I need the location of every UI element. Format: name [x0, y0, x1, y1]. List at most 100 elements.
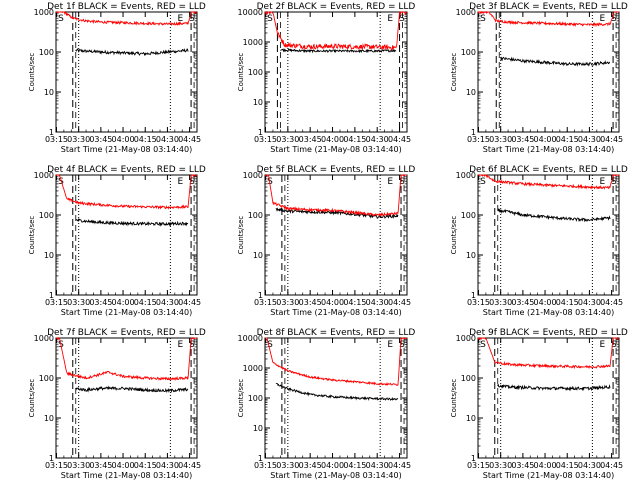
region-marker-e: E [600, 177, 606, 187]
x-axis-title: Start Time (21-May-08 03:14:40) [483, 308, 614, 317]
y-tick-label: 10000 [238, 334, 263, 343]
lld-series-line [56, 337, 197, 382]
panel-title: Det 9f BLACK = Events, RED = LLD [469, 328, 628, 338]
x-tick-label: 03:30 [276, 461, 299, 470]
x-tick-label: 04:00 [321, 461, 344, 470]
x-axis-title: Start Time (21-May-08 03:14:40) [270, 145, 401, 154]
events-series-line [280, 47, 397, 54]
y-axis-title: Counts/sec [28, 216, 36, 255]
region-marker-s: S [399, 14, 405, 24]
detector-panel-3: Det 3f BLACK = Events, RED = LLD 1 10 100 10… [450, 2, 628, 154]
y-axis-title: Counts/sec [237, 53, 245, 92]
x-tick-label: 04:00 [112, 461, 135, 470]
x-axis-title: Start Time (21-May-08 03:14:40) [483, 145, 614, 154]
x-tick-label: 04:45 [600, 298, 623, 307]
y-tick-label: 1 [49, 454, 54, 463]
x-tick-label: 04:45 [388, 135, 411, 144]
x-tick-label: 04:15 [343, 298, 366, 307]
x-tick-label: 03:30 [67, 298, 90, 307]
detector-panel-8: Det 8f BLACK = Events, RED = LLD 1 10 100 10… [237, 328, 415, 480]
x-tick-label: 04:30 [156, 461, 179, 470]
lld-series-line [264, 10, 408, 51]
y-tick-label: 1 [258, 291, 263, 300]
plot-frame [264, 174, 408, 296]
y-tick-label: 1000 [456, 8, 476, 17]
y-tick-label: 100 [461, 374, 476, 383]
y-tick-label: 10 [253, 98, 263, 107]
y-tick-label: 100 [248, 68, 263, 77]
x-tick-label: 03:45 [511, 298, 534, 307]
panel-title: Det 3f BLACK = Events, RED = LLD [469, 2, 628, 12]
y-tick-label: 1000 [456, 171, 476, 180]
region-marker-s: S [189, 14, 195, 24]
y-axis-title: Counts/sec [237, 216, 245, 255]
x-tick-label: 04:15 [556, 461, 579, 470]
x-axis-title: Start Time (21-May-08 03:14:40) [270, 471, 401, 480]
y-tick-label: 100 [248, 211, 263, 220]
x-tick-label: 04:00 [112, 135, 135, 144]
y-tick-label: 1000 [34, 334, 54, 343]
x-tick-label: 04:00 [321, 298, 344, 307]
panel-title: Det 7f BLACK = Events, RED = LLD [47, 328, 206, 338]
x-tick-label: 03:45 [89, 461, 112, 470]
detector-panel-6: Det 6f BLACK = Events, RED = LLD 1 10 100 10… [450, 165, 628, 317]
y-tick-label: 1000 [243, 364, 263, 373]
x-tick-label: 04:45 [600, 135, 623, 144]
y-tick-label: 10000 [238, 8, 263, 17]
y-tick-label: 1000 [456, 334, 476, 343]
lld-series-line [264, 174, 407, 218]
lld-series-line [55, 174, 198, 210]
y-tick-label: 100 [248, 394, 263, 403]
x-tick-label: 04:30 [578, 461, 601, 470]
x-tick-label: 04:15 [134, 135, 157, 144]
y-tick-label: 100 [39, 211, 54, 220]
x-tick-label: 03:15 [254, 298, 277, 307]
y-tick-label: 10 [466, 251, 476, 260]
x-tick-label: 04:00 [321, 135, 344, 144]
lld-series-line [477, 337, 620, 370]
region-marker-e: E [387, 177, 393, 187]
events-series-line [500, 56, 610, 67]
x-tick-label: 04:15 [134, 461, 157, 470]
region-marker-s: S [58, 177, 64, 187]
events-series-line [497, 384, 611, 392]
x-tick-label: 03:30 [67, 135, 90, 144]
detector-panel-1: Det 1f BLACK = Events, RED = LLD 1 10 100 10… [28, 2, 206, 154]
region-marker-s: S [399, 340, 405, 350]
x-tick-label: 04:45 [600, 461, 623, 470]
y-tick-label: 10 [253, 424, 263, 433]
region-marker-e: E [178, 14, 184, 24]
detector-panel-7: Det 7f BLACK = Events, RED = LLD 1 10 100 10… [28, 328, 206, 480]
x-tick-label: 04:30 [156, 135, 179, 144]
y-tick-label: 1000 [243, 38, 263, 47]
region-marker-s: S [611, 340, 617, 350]
region-marker-s: S [480, 14, 486, 24]
detector-panel-2: Det 2f BLACK = Events, RED = LLD 1 10 100 10… [237, 2, 415, 154]
region-marker-s: S [267, 14, 273, 24]
y-tick-label: 1 [471, 291, 476, 300]
plot-frame [55, 11, 198, 133]
lld-series-line [55, 10, 197, 27]
x-tick-label: 04:30 [156, 298, 179, 307]
x-tick-label: 04:30 [366, 461, 389, 470]
detector-panel-5: Det 5f BLACK = Events, RED = LLD 1 10 100 10… [237, 165, 415, 317]
y-tick-label: 10 [44, 414, 54, 423]
region-marker-s: S [189, 177, 195, 187]
events-series-line [275, 382, 399, 401]
region-marker-s: S [611, 14, 617, 24]
events-series-line [497, 207, 611, 223]
y-axis-title: Counts/sec [28, 379, 36, 418]
y-tick-label: 100 [39, 374, 54, 383]
x-tick-label: 03:30 [276, 135, 299, 144]
x-tick-label: 03:30 [489, 298, 512, 307]
events-series-line [75, 217, 189, 227]
x-axis-title: Start Time (21-May-08 03:14:40) [61, 145, 192, 154]
x-tick-label: 04:15 [556, 298, 579, 307]
y-tick-label: 1 [49, 128, 54, 137]
x-tick-label: 03:15 [467, 135, 490, 144]
events-series-line [275, 207, 399, 220]
panel-title: Det 1f BLACK = Events, RED = LLD [47, 2, 206, 12]
y-tick-label: 100 [461, 211, 476, 220]
region-marker-e: E [178, 340, 184, 350]
x-tick-label: 03:15 [467, 298, 490, 307]
